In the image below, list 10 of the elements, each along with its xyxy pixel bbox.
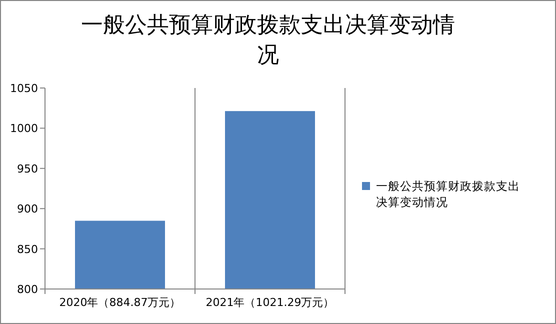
legend-label: 一般公共预算财政拨款支出决算变动情况: [376, 179, 520, 209]
y-tick-label: 800: [17, 283, 38, 296]
y-tick-label: 850: [17, 242, 38, 256]
y-tick-label: 1000: [10, 122, 38, 136]
chart-title: 一般公共预算财政拨款支出决算变动情况: [81, 13, 455, 68]
x-tick-label: 2020年（884.87万元）: [59, 296, 181, 309]
y-tick-label: 1050: [10, 82, 38, 95]
x-tick-label: 2021年（1021.29万元）: [206, 296, 334, 309]
y-tick-label: 950: [17, 162, 38, 176]
y-tick-label: 900: [17, 202, 38, 216]
